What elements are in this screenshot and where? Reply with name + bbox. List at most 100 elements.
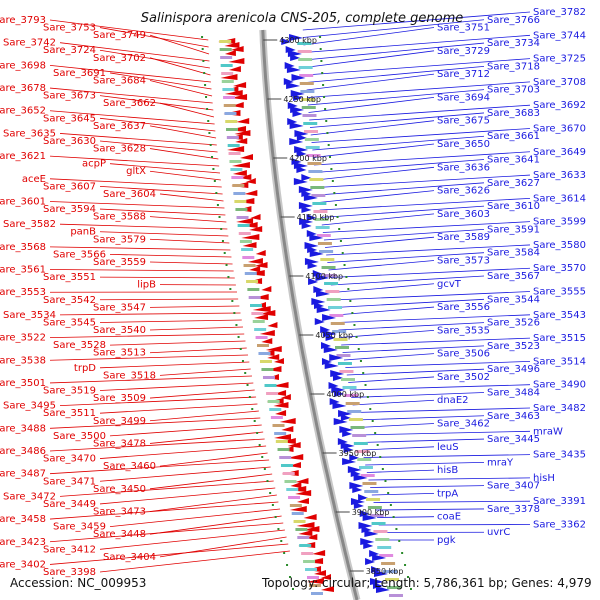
gc-dot <box>331 180 334 182</box>
leader-line <box>304 42 485 61</box>
category-block <box>257 344 270 347</box>
gene-label-left: Sare_3449 <box>43 499 96 510</box>
gc-dot <box>364 384 367 386</box>
forward-gene <box>293 94 304 101</box>
leader-line <box>303 27 435 46</box>
gc-dot <box>357 348 360 350</box>
reverse-gene <box>287 442 301 448</box>
leader-line <box>49 64 211 83</box>
forward-gene <box>350 470 361 477</box>
leader-line <box>149 347 247 354</box>
category-block <box>272 424 285 427</box>
forward-gene <box>329 354 344 361</box>
forward-gene <box>316 290 331 297</box>
gc-dot <box>353 324 356 326</box>
leader-line <box>333 291 531 301</box>
gene-label-left: Sare_3724 <box>43 45 96 56</box>
leader-line <box>109 254 232 258</box>
leader-line <box>99 466 271 482</box>
gene-label-right: Sare_3725 <box>533 54 586 65</box>
gene-label-left: Sare_3540 <box>93 325 146 336</box>
category-block <box>222 88 235 91</box>
gene-label-right: Sare_3506 <box>437 349 490 360</box>
gene-label-right: Sare_3378 <box>487 504 540 515</box>
leader-line <box>149 389 255 399</box>
reverse-gene <box>289 506 307 512</box>
category-block <box>236 216 249 219</box>
gene-label-right: Sare_3599 <box>533 217 586 228</box>
gc-dot <box>379 456 382 458</box>
kbp-label: 3950 kbp <box>339 449 377 458</box>
leader-line <box>307 89 485 106</box>
gene-label-right: Sare_3567 <box>487 271 540 282</box>
forward-gene <box>296 134 307 141</box>
gc-dot <box>333 192 336 194</box>
forward-gene <box>361 526 372 533</box>
gc-dot <box>207 120 210 122</box>
gc-dot <box>369 408 372 410</box>
category-block <box>353 442 368 445</box>
gene-label-right: Sare_3584 <box>487 248 540 259</box>
category-block <box>251 312 264 315</box>
category-block <box>238 232 251 235</box>
gene-label-left: Sare_3691 <box>53 68 106 79</box>
forward-gene <box>343 446 354 453</box>
forward-gene <box>296 166 307 173</box>
forward-gene <box>321 358 332 365</box>
gc-dot <box>266 480 269 482</box>
category-block <box>325 290 340 293</box>
genome-backbone <box>259 29 361 600</box>
gene-label-right: Sare_3523 <box>487 341 540 352</box>
leader-line <box>334 298 485 308</box>
leader-line <box>59 42 210 62</box>
category-block <box>275 440 288 443</box>
reverse-gene <box>255 250 266 256</box>
leader-line <box>365 461 485 466</box>
category-block <box>332 330 347 333</box>
gene-label-left: Sare_3684 <box>93 75 146 86</box>
leader-line <box>99 529 285 550</box>
gc-dot <box>355 336 358 338</box>
leader-line <box>303 19 485 38</box>
category-block <box>233 192 246 195</box>
gene-label-left: Sare_3519 <box>43 386 96 397</box>
gc-dot <box>362 372 365 374</box>
gene-label-left: Sare_3698 <box>0 60 46 71</box>
summary-text: Topology: circular; Length: 5,786,361 bp… <box>261 576 592 590</box>
gene-label-left: Sare_3499 <box>93 416 146 427</box>
gene-label-right: Sare_3729 <box>437 46 490 57</box>
gc-dot <box>221 240 224 242</box>
gc-dot <box>241 360 244 362</box>
leader-line <box>322 221 531 233</box>
category-block <box>308 170 323 173</box>
gc-dot <box>203 72 206 74</box>
left-gene-labels: Sare_3793Sare_3753Sare_3749Sare_3742Sare… <box>0 15 156 578</box>
category-block <box>319 250 334 253</box>
forward-gene <box>325 334 336 341</box>
leader-line <box>149 148 219 160</box>
gene-label-right: Sare_3515 <box>533 333 586 344</box>
reverse-gene <box>290 482 302 488</box>
forward-gene <box>353 502 364 509</box>
gene-label-left: Sare_3588 <box>93 212 146 223</box>
gene-label-left: Sare_3487 <box>0 469 46 480</box>
gene-label-left: Sare_3501 <box>0 378 46 389</box>
leader-line <box>326 244 531 256</box>
reverse-gene <box>224 42 240 48</box>
leader-line <box>159 193 224 202</box>
gene-label-right: Sare_3391 <box>533 496 586 507</box>
leader-line <box>373 500 531 503</box>
gene-label-left: Sare_3551 <box>43 272 96 283</box>
category-block <box>305 568 318 571</box>
gene-label-right: Sare_3435 <box>533 450 586 461</box>
category-block <box>224 112 237 115</box>
leader-line <box>357 423 435 428</box>
leader-line <box>378 524 531 526</box>
gene-label-right: pgk <box>437 535 456 546</box>
forward-gene <box>362 514 377 521</box>
reverse-gene <box>244 190 258 196</box>
gc-dot <box>251 408 254 410</box>
gc-dot <box>227 276 230 278</box>
gene-label-left: Sare_3402 <box>0 559 46 570</box>
gc-dot <box>216 204 219 206</box>
